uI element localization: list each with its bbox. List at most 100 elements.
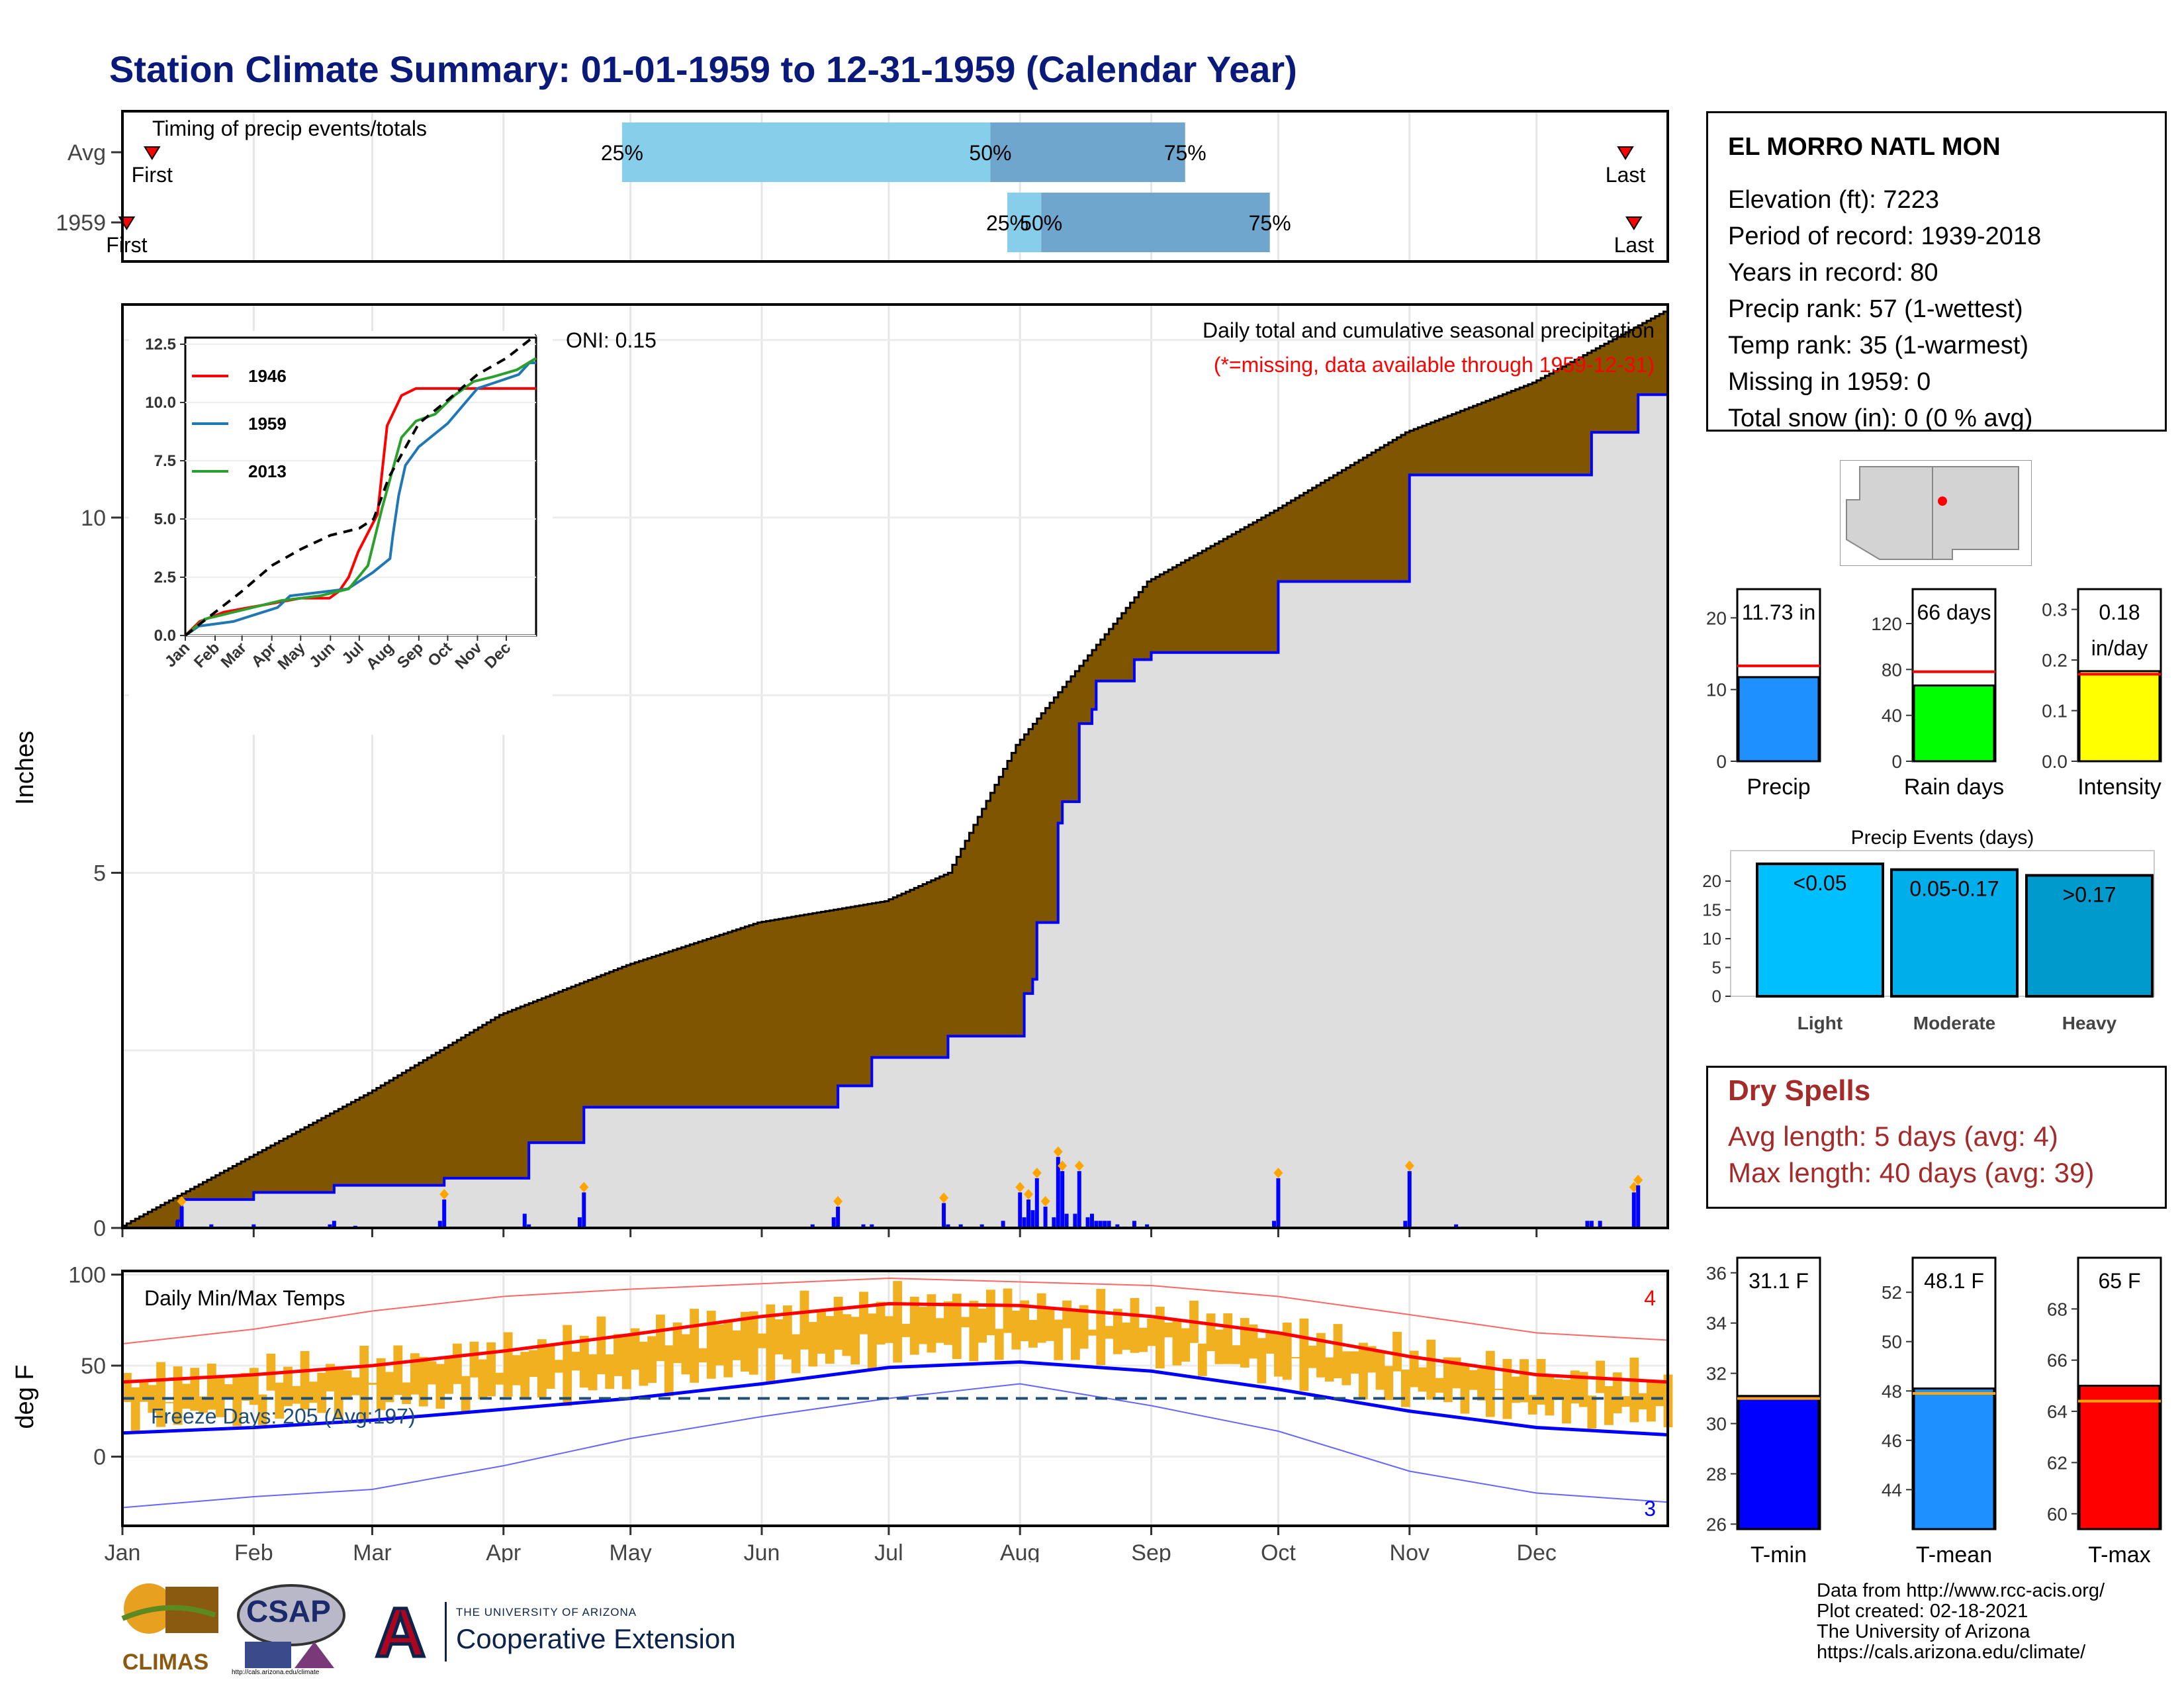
daily-temp-bar [1409,1350,1419,1387]
daily-precip-marker [1404,1160,1414,1172]
daily-temp-bar [351,1377,361,1395]
daily-precip-bar [1089,1213,1094,1228]
daily-temp-bar [1562,1380,1571,1424]
daily-precip-bar [1001,1221,1005,1228]
summary-ytick-label: 28 [1706,1464,1727,1484]
daily-temp-bar [614,1334,623,1376]
daily-temp-bar [664,1345,674,1397]
daily-temp-bar [1062,1300,1071,1329]
month-label: Jun [744,1540,780,1562]
timing-bar-25-50 [1007,193,1042,252]
temp-ytick-label: 100 [68,1263,106,1288]
inset-ytick-label: 2.5 [154,569,176,586]
daily-temp-bar [1020,1300,1030,1342]
daily-temp-bar [994,1329,1004,1360]
daily-precip-bar [1073,1213,1077,1228]
summary-ytick-label: 120 [1871,614,1902,634]
daily-precip-bar [1064,1213,1069,1228]
summary-ytick-label: 40 [1882,706,1902,726]
daily-temp-bar [410,1353,420,1395]
credits: Data from http://www.rcc-acis.org/ Plot … [1817,1580,2105,1663]
daily-temp-bar [224,1384,234,1397]
summary-ytick-label: 20 [1706,608,1727,628]
precip-frame [121,303,1669,1229]
events-title: Precip Events (days) [1851,827,2034,849]
timing-label-50: 50% [969,141,1011,165]
timing-first-label: First [106,233,147,257]
daily-temp-bar [461,1376,471,1415]
daily-temp-bar [1655,1381,1664,1407]
daily-temp-bar [385,1372,394,1403]
daily-precip-bar [946,1224,950,1228]
daily-temp-bar [199,1396,208,1413]
timing-row-label: Avg [68,140,106,165]
daily-precip-bar [332,1221,336,1228]
daily-precip-bar [1030,1210,1035,1228]
inset-ytick-label: 0.0 [154,627,176,645]
summary-ytick-label: 36 [1706,1263,1727,1284]
daily-temp-bar [1028,1320,1038,1348]
daily-temp-bar [452,1343,462,1384]
daily-temp-bar [1587,1395,1597,1429]
events-bar-light [1756,863,1884,998]
events-ytick-label: 0 [1712,986,1721,1006]
daily-temp-bar [554,1360,564,1373]
daily-precip-bar [831,1217,836,1228]
daily-temp-bar [1308,1345,1318,1368]
summary-ytick-label: 48 [1882,1381,1902,1401]
daily-precip-bar [1272,1221,1277,1228]
daily-temp-bar [817,1309,826,1354]
summary-axis-label: Rain days [1904,774,2004,800]
daily-precip-bar [179,1206,184,1228]
daily-temp-bar [1359,1342,1368,1400]
daily-temp-bar [893,1281,903,1363]
daily-precip-bar [251,1224,256,1228]
events-bar-moderate [1890,868,2019,998]
daily-precip-marker [1040,1196,1050,1207]
month-label: Nov [1390,1540,1430,1562]
summary-bar-rain-days [1913,684,1995,763]
daily-temp-bar [935,1318,945,1343]
daily-temp-bar [1570,1370,1580,1404]
daily-temp-bar [741,1311,750,1372]
timing-label-75: 75% [1164,141,1206,165]
daily-precip-bar [1589,1221,1594,1228]
daily-temp-bar [639,1341,649,1386]
summary-axis-label: T-max [2088,1542,2150,1568]
daily-precip-bar [1598,1221,1602,1228]
daily-temp-bar [647,1336,657,1383]
summary-ytick-label: 32 [1706,1364,1727,1384]
daily-temp-bar [1647,1380,1656,1422]
daily-temp-bar [757,1333,767,1348]
daily-temp-bar [1197,1343,1207,1376]
daily-temp-bar [1342,1351,1351,1385]
summary-axis-label: Intensity [2077,774,2161,800]
daily-temp-bar [1257,1338,1267,1383]
daily-temp-bar [1036,1293,1046,1343]
daily-temp-bar [1324,1357,1334,1382]
daily-precip-marker [1058,1160,1068,1172]
daily-temp-bar [1079,1305,1089,1349]
climas-logo-text: CLIMAS [122,1650,209,1675]
freeze-days-annotation: Freeze Days: 205 (Avg:197) [151,1405,416,1429]
daily-temp-bar [486,1342,496,1397]
daily-precip-bar [861,1224,866,1228]
daily-temp-bar [520,1352,530,1399]
daily-temp-bar [326,1364,335,1391]
daily-precip-marker [579,1182,589,1193]
daily-temp-bar [1138,1327,1148,1352]
daily-temp-bar [1282,1323,1292,1380]
station-name: EL MORRO NATL MON [1728,133,2001,161]
daily-precip-bar [1052,1217,1056,1228]
daily-precip-bar [958,1224,963,1228]
daily-temp-bar [1536,1359,1546,1405]
summary-ytick-label: 50 [1882,1332,1902,1352]
daily-temp-bar [1155,1307,1165,1369]
precip-chart-subtitle: (*=missing, data available through 1959-… [1214,353,1655,377]
daily-precip-bar [328,1224,332,1228]
daily-temp-bar [1054,1319,1064,1360]
daily-precip-bar [522,1213,527,1228]
summary-ytick-label: 0.0 [2042,751,2068,772]
month-label: Jan [105,1540,141,1562]
daily-temp-bar [723,1319,733,1378]
